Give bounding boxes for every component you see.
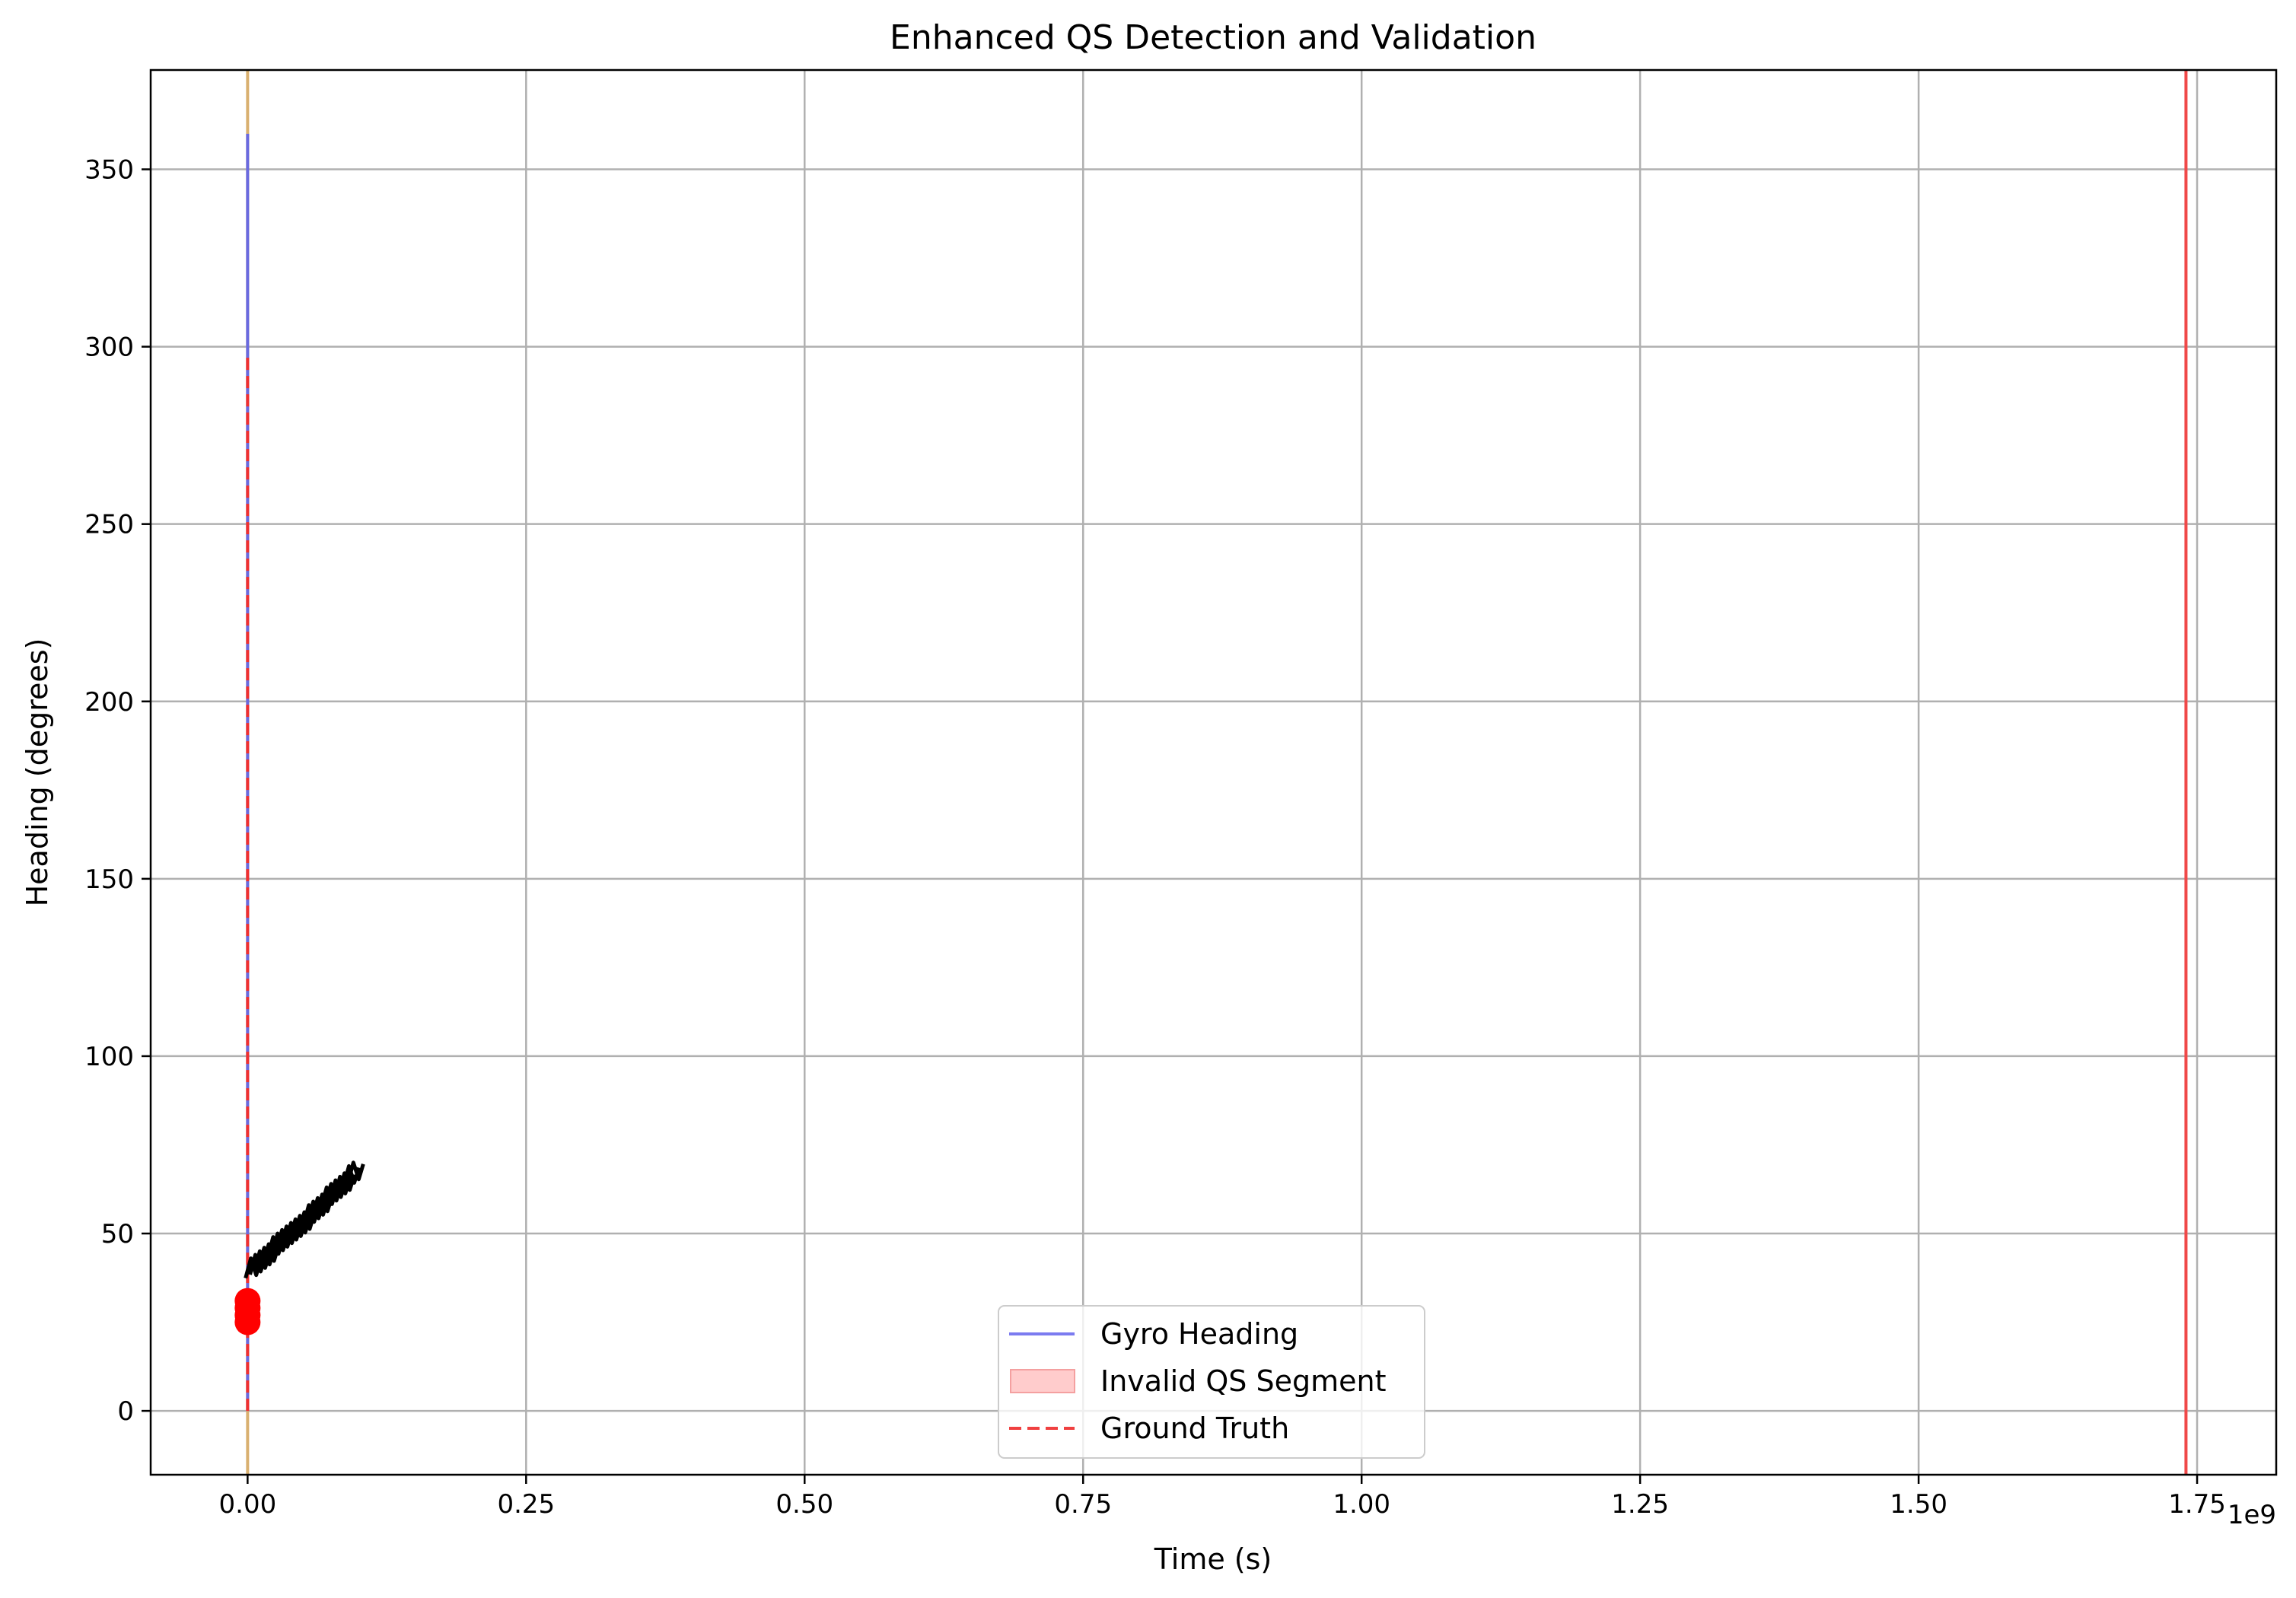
grid-lines bbox=[151, 70, 2276, 1475]
y-tick-label: 300 bbox=[84, 333, 134, 363]
y-axis-label: Heading (degrees) bbox=[21, 638, 54, 907]
y-tick-label: 350 bbox=[84, 155, 134, 186]
x-tick-label: 0.00 bbox=[219, 1489, 277, 1520]
qs-marker-point bbox=[234, 1288, 261, 1314]
legend-label-ground-truth: Ground Truth bbox=[1100, 1412, 1289, 1445]
chart-title: Enhanced QS Detection and Validation bbox=[890, 18, 1537, 57]
legend-label-gyro-heading: Gyro Heading bbox=[1100, 1317, 1298, 1351]
legend-label-invalid-qs-segment: Invalid QS Segment bbox=[1100, 1364, 1387, 1398]
x-tick-label: 0.50 bbox=[775, 1489, 833, 1520]
legend: Gyro Heading Invalid QS Segment Ground T… bbox=[998, 1305, 1425, 1459]
x-tick-label: 1.50 bbox=[1890, 1489, 1947, 1520]
x-axis-offset-label: 1e9 bbox=[2228, 1500, 2276, 1530]
y-tick-label: 0 bbox=[117, 1396, 134, 1427]
x-tick-label: 1.00 bbox=[1333, 1489, 1390, 1520]
x-axis-label: Time (s) bbox=[1154, 1542, 1272, 1576]
y-tick-label: 100 bbox=[84, 1042, 134, 1072]
legend-swatch-invalid-qs-segment bbox=[1010, 1369, 1075, 1393]
y-tick-label: 200 bbox=[84, 687, 134, 718]
x-tick-label: 0.75 bbox=[1054, 1489, 1112, 1520]
x-tick-label: 0.25 bbox=[497, 1489, 555, 1520]
x-tick-label: 1.75 bbox=[2168, 1489, 2226, 1520]
x-axis-ticks: 0.00 0.25 0.50 0.75 1.00 1.25 1.50 1.75 bbox=[219, 1475, 2226, 1520]
y-tick-label: 50 bbox=[101, 1219, 134, 1249]
y-tick-label: 250 bbox=[84, 510, 134, 540]
y-tick-label: 150 bbox=[84, 864, 134, 895]
annotation-mark bbox=[346, 1160, 365, 1183]
y-axis-ticks: 0 50 100 150 200 250 300 350 bbox=[84, 155, 151, 1427]
legend-box bbox=[998, 1305, 1425, 1459]
x-tick-label: 1.25 bbox=[1611, 1489, 1669, 1520]
plot-frame bbox=[149, 68, 2278, 1476]
plot-content bbox=[234, 70, 2188, 1475]
